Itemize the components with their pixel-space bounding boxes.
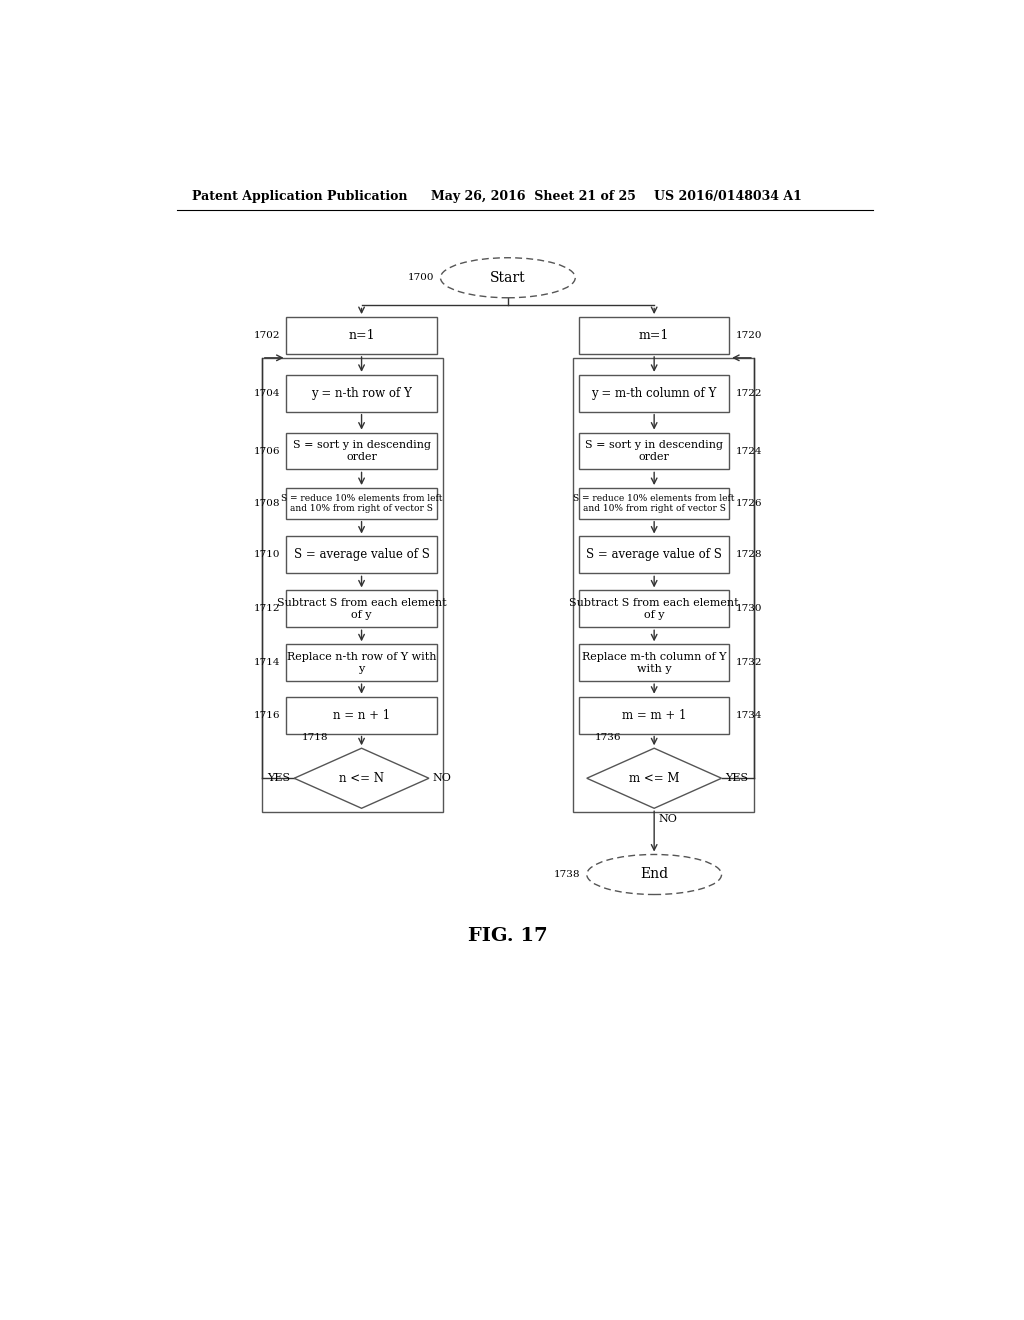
Text: YES: YES	[725, 774, 749, 783]
Bar	[287, 697, 436, 734]
Text: NO: NO	[658, 814, 677, 825]
Text: m=1: m=1	[639, 329, 670, 342]
Text: 1730: 1730	[735, 605, 762, 614]
Text: 1706: 1706	[254, 446, 281, 455]
Text: Subtract S from each element
of y: Subtract S from each element of y	[569, 598, 739, 619]
Text: US 2016/0148034 A1: US 2016/0148034 A1	[654, 190, 802, 203]
Bar	[580, 697, 729, 734]
Text: May 26, 2016  Sheet 21 of 25: May 26, 2016 Sheet 21 of 25	[431, 190, 636, 203]
Text: Replace n-th row of Y with
y: Replace n-th row of Y with y	[287, 652, 436, 673]
Bar	[287, 375, 436, 412]
Text: 1704: 1704	[254, 389, 281, 397]
Text: n=1: n=1	[348, 329, 375, 342]
Text: S = reduce 10% elements from left
and 10% from right of vector S: S = reduce 10% elements from left and 10…	[573, 494, 735, 513]
Bar	[287, 644, 436, 681]
Bar	[287, 317, 436, 354]
Bar	[287, 433, 436, 470]
Bar	[572, 358, 754, 812]
Text: 1714: 1714	[254, 659, 281, 667]
Bar	[580, 644, 729, 681]
Text: 1716: 1716	[254, 710, 281, 719]
Bar	[580, 375, 729, 412]
Text: m <= M: m <= M	[629, 772, 679, 785]
Text: 1738: 1738	[554, 870, 581, 879]
Text: S = average value of S: S = average value of S	[586, 548, 722, 561]
Text: Replace m-th column of Y
with y: Replace m-th column of Y with y	[582, 652, 726, 673]
Text: y = m-th column of Y: y = m-th column of Y	[592, 387, 717, 400]
Text: y = n-th row of Y: y = n-th row of Y	[311, 387, 412, 400]
Text: FIG. 17: FIG. 17	[468, 927, 548, 945]
Bar	[580, 536, 729, 573]
Bar	[287, 590, 436, 627]
Bar	[287, 488, 436, 519]
Text: m = m + 1: m = m + 1	[622, 709, 686, 722]
Text: End: End	[640, 867, 669, 882]
Text: 1732: 1732	[735, 659, 762, 667]
Text: 1702: 1702	[254, 331, 281, 341]
Text: 1700: 1700	[408, 273, 434, 282]
Text: 1726: 1726	[735, 499, 762, 508]
Bar	[262, 358, 442, 812]
Text: NO: NO	[433, 774, 452, 783]
Text: Patent Application Publication: Patent Application Publication	[193, 190, 408, 203]
Ellipse shape	[587, 854, 722, 895]
Text: n <= N: n <= N	[339, 772, 384, 785]
Text: 1722: 1722	[735, 389, 762, 397]
Polygon shape	[587, 748, 722, 808]
Text: YES: YES	[267, 774, 291, 783]
Text: 1728: 1728	[735, 550, 762, 560]
Bar	[580, 317, 729, 354]
Text: 1708: 1708	[254, 499, 281, 508]
Bar	[580, 488, 729, 519]
Text: 1724: 1724	[735, 446, 762, 455]
Text: 1734: 1734	[735, 710, 762, 719]
Text: Subtract S from each element
of y: Subtract S from each element of y	[276, 598, 446, 619]
Bar	[580, 433, 729, 470]
Ellipse shape	[440, 257, 575, 298]
Bar	[287, 536, 436, 573]
Text: 1712: 1712	[254, 605, 281, 614]
Polygon shape	[294, 748, 429, 808]
Text: 1718: 1718	[302, 733, 329, 742]
Text: S = sort y in descending
order: S = sort y in descending order	[293, 440, 430, 462]
Text: Start: Start	[490, 271, 525, 285]
Text: 1736: 1736	[595, 733, 621, 742]
Text: 1710: 1710	[254, 550, 281, 560]
Text: n = n + 1: n = n + 1	[333, 709, 390, 722]
Text: S = sort y in descending
order: S = sort y in descending order	[585, 440, 723, 462]
Bar	[580, 590, 729, 627]
Text: S = reduce 10% elements from left
and 10% from right of vector S: S = reduce 10% elements from left and 10…	[281, 494, 442, 513]
Text: 1720: 1720	[735, 331, 762, 341]
Text: S = average value of S: S = average value of S	[294, 548, 429, 561]
